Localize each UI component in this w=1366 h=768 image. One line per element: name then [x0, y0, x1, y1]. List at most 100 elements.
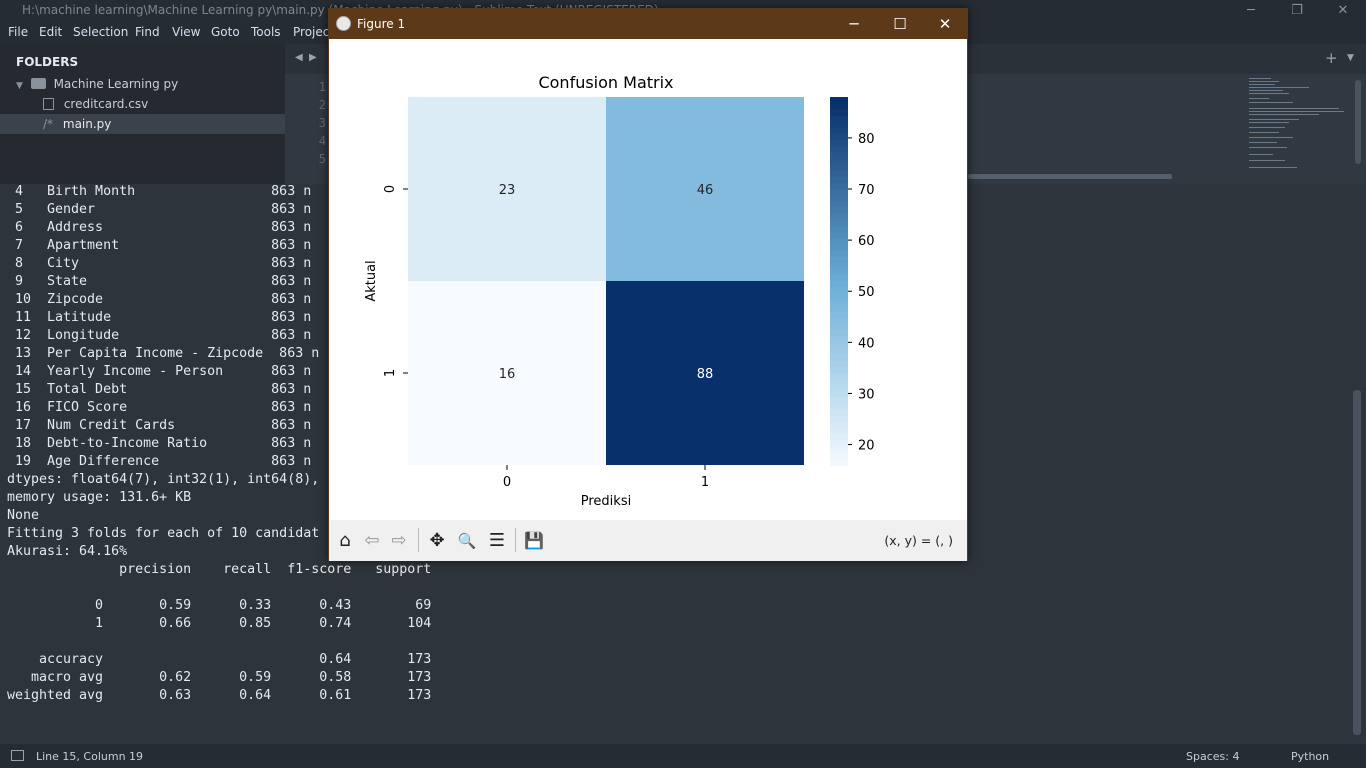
colorbar-segment [830, 219, 848, 227]
menu-find[interactable]: Find [135, 25, 160, 39]
cursor-position: Line 15, Column 19 [36, 750, 144, 763]
colorbar-segment [830, 262, 848, 270]
colorbar-segment [830, 305, 848, 313]
output-line: 17 Num Credit Cards 863 n [7, 418, 312, 433]
colorbar-segment [830, 311, 848, 319]
colorbar-tick-label: 30 [858, 387, 875, 402]
colorbar-segment [830, 434, 848, 442]
colorbar-segment [830, 158, 848, 166]
menu-project[interactable]: Project [293, 25, 335, 39]
figure-close-button[interactable]: ✕ [938, 15, 952, 33]
file-item-main-selected[interactable] [0, 114, 285, 134]
plot-canvas[interactable]: 23 46 16 88 Confusion Matrix 0 1 0 1 Prediksi Aktu… [329, 39, 967, 520]
line-number: 1 [318, 80, 326, 94]
colorbar-segment [830, 176, 848, 184]
colorbar-segment [830, 428, 848, 436]
colorbar-tick-label: 20 [858, 439, 875, 454]
output-line: 9 State 863 n [7, 274, 312, 289]
colorbar-segment [830, 293, 848, 301]
figure-maximize-button[interactable]: ☐ [893, 15, 907, 33]
colorbar-segment [830, 330, 848, 338]
colorbar-tick-label: 80 [858, 132, 875, 147]
heatmap-cell [606, 97, 804, 281]
colorbar-segment [830, 385, 848, 393]
save-icon[interactable]: 💾 [524, 531, 544, 550]
folder-row[interactable]: ▼ Machine Learning py [16, 77, 178, 91]
heatmap-cell [408, 281, 606, 465]
output-line: 0 0.59 0.33 0.43 69 [7, 598, 432, 613]
menu-selection[interactable]: Selection [73, 25, 129, 39]
line-number: 4 [318, 134, 326, 148]
menu-goto[interactable]: Goto [211, 25, 240, 39]
minimize-button[interactable]: ─ [1247, 3, 1255, 18]
colorbar-tick-label: 50 [858, 285, 875, 300]
panel-toggle-icon[interactable] [11, 750, 24, 761]
colorbar-segment [830, 323, 848, 332]
folder-icon [30, 78, 46, 89]
maximize-button[interactable]: ❐ [1291, 3, 1303, 18]
colorbar-segment [830, 360, 848, 368]
file-icon [43, 98, 54, 110]
output-line: Akurasi: 64.16% [7, 544, 128, 559]
configure-subplots-icon[interactable]: ☰ [488, 530, 506, 551]
line-number: 5 [318, 152, 326, 166]
output-line: 18 Debt-to-Income Ratio 863 n [7, 436, 312, 451]
close-button[interactable]: ✕ [1337, 3, 1349, 18]
pan-icon[interactable]: ✥ [429, 530, 445, 551]
syntax-setting[interactable]: Python [1291, 750, 1330, 763]
colorbar-segment [830, 422, 848, 430]
tab-menu-icon[interactable]: ▼ [1347, 53, 1354, 63]
colorbar-segment [830, 244, 848, 252]
menu-edit[interactable]: Edit [39, 25, 63, 39]
colorbar-segment [830, 213, 848, 221]
confusion-matrix-chart: 23 46 16 88 Confusion Matrix 0 1 0 1 Prediksi Aktu… [364, 73, 875, 509]
output-line: 16 FICO Score 863 n [7, 400, 312, 415]
output-line: 12 Longitude 863 n [7, 328, 312, 343]
colorbar-segment [830, 201, 848, 209]
chevron-down-icon: ▼ [16, 81, 23, 91]
tab-nav-left-icon[interactable]: ◀ [295, 52, 303, 63]
tab-nav-right-icon[interactable]: ▶ [309, 52, 317, 63]
matplotlib-icon [336, 16, 351, 31]
cell-value-label: 88 [697, 367, 714, 382]
figure-minimize-button[interactable]: ─ [849, 15, 859, 33]
output-line: precision recall f1-score support [7, 562, 432, 577]
colorbar-segment [830, 348, 848, 356]
line-number: 2 [318, 98, 326, 112]
cursor-coordinates: (x, y) = (, ) [884, 533, 953, 548]
minimap[interactable] [1245, 74, 1353, 174]
menu-tools[interactable]: Tools [251, 25, 281, 39]
colorbar-segment [830, 152, 848, 160]
output-line: 11 Latitude 863 n [7, 310, 312, 325]
output-scrollbar[interactable] [1353, 390, 1361, 735]
home-icon[interactable]: ⌂ [339, 530, 351, 551]
horizontal-scrollbar[interactable] [968, 174, 1172, 179]
figure-title: Figure 1 [357, 17, 406, 31]
zoom-icon[interactable]: 🔍 [457, 532, 477, 550]
menu-file[interactable]: File [8, 25, 29, 39]
add-tab-icon[interactable]: + [1325, 49, 1338, 67]
output-line: 5 Gender 863 n [7, 202, 312, 217]
colorbar-segment [830, 446, 848, 454]
file-item-creditcard[interactable]: creditcard.csv [43, 97, 148, 111]
colorbar-segment [830, 164, 848, 172]
forward-icon[interactable]: ⇨ [391, 530, 407, 551]
x-tick-label: 0 [503, 475, 511, 490]
colorbar-segment [830, 317, 848, 325]
output-line: 19 Age Difference 863 n [7, 454, 312, 469]
editor-scrollbar[interactable] [1355, 80, 1361, 164]
colorbar-segment [830, 354, 848, 362]
menu-view[interactable]: View [172, 25, 201, 39]
output-line: 1 0.66 0.85 0.74 104 [7, 616, 432, 631]
folder-label: Machine Learning py [53, 77, 179, 91]
colorbar-segment [830, 415, 848, 424]
figure-titlebar: Figure 1 ─ ☐ ✕ [329, 9, 967, 39]
back-icon[interactable]: ⇦ [364, 530, 380, 551]
indentation-setting[interactable]: Spaces: 4 [1186, 750, 1240, 763]
colorbar-segment [830, 336, 848, 344]
cell-value-label: 16 [499, 367, 516, 382]
colorbar-segment [830, 373, 848, 381]
toolbar-separator [418, 528, 419, 552]
file-item-main[interactable]: /* main.py [43, 117, 111, 131]
figure-toolbar: ⌂ ⇦ ⇨ ✥ 🔍 ☰ 💾 (x, y) = (, ) [329, 520, 967, 561]
